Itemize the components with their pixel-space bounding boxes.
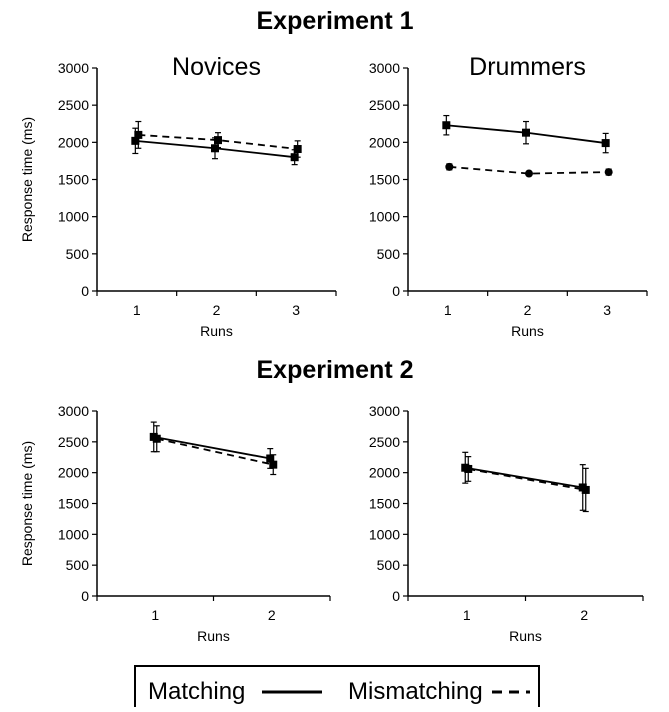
x-tick-label: 2 (580, 607, 588, 623)
y-tick-label: 2000 (58, 134, 89, 150)
data-point (581, 485, 590, 494)
y-tick-label: 1000 (58, 209, 89, 225)
x-axis-label: Runs (197, 628, 230, 644)
y-tick-label: 3000 (369, 60, 400, 76)
y-tick-label: 0 (392, 588, 400, 604)
data-point (266, 454, 275, 463)
experiment-2-title: Experiment 2 (256, 356, 413, 384)
series-line-mismatching (468, 468, 586, 491)
data-point (522, 128, 530, 137)
series-line-mismatching (156, 437, 274, 466)
y-tick-label: 1500 (58, 496, 89, 512)
data-point (445, 162, 454, 171)
y-axis-label: Response time (ms) (19, 441, 35, 566)
y-tick-label: 2500 (58, 434, 89, 450)
y-axis-label: Response time (ms) (19, 117, 35, 242)
y-tick-label: 2500 (58, 97, 89, 113)
data-point (293, 145, 302, 154)
y-tick-label: 2000 (58, 465, 89, 481)
chart-panel-novices: Novices 0 500 1000 1500 2000 2500 3000 1 2 3 Runs Re… (19, 53, 337, 339)
data-point (152, 434, 161, 443)
experiment-1-title: Experiment 1 (256, 7, 413, 35)
data-point (214, 136, 222, 145)
y-tick-label: 500 (66, 246, 90, 262)
series-line-matching (153, 436, 271, 460)
chart-panel-exp2-left: 0 500 1000 1500 2000 2500 3000 1 2 Runs Response t… (19, 403, 331, 644)
y-tick-label: 1000 (369, 526, 400, 542)
chart-panel-drummers: Drummers 0 500 1000 1500 2000 2500 3000 1 2 3 Runs (369, 53, 648, 339)
legend-label-matching: Matching (148, 678, 245, 705)
y-tick-label: 3000 (58, 60, 89, 76)
data-point (525, 169, 533, 178)
x-tick-label: 1 (133, 302, 141, 318)
data-point (442, 121, 451, 130)
series-line-mismatching (449, 165, 609, 175)
data-point (601, 139, 610, 148)
x-tick-label: 2 (213, 302, 221, 318)
x-axis-label: Runs (509, 628, 542, 644)
series-line-mismatching (138, 134, 298, 150)
y-tick-label: 2500 (369, 434, 400, 450)
x-tick-label: 2 (524, 302, 532, 318)
data-point (604, 168, 613, 177)
x-axis-label: Runs (511, 323, 544, 339)
legend-box (134, 665, 540, 712)
y-tick-label: 2000 (369, 134, 400, 150)
data-point (131, 136, 140, 145)
x-tick-label: 2 (268, 607, 276, 623)
legend: Matching Mismatching (134, 665, 540, 712)
y-tick-label: 1500 (369, 496, 400, 512)
panel-title: Novices (172, 53, 261, 81)
data-point (134, 130, 143, 139)
legend-label-mismatching: Mismatching (348, 678, 483, 705)
data-point (211, 144, 219, 153)
x-tick-label: 1 (444, 302, 452, 318)
y-tick-label: 500 (377, 557, 401, 573)
y-tick-label: 0 (81, 588, 89, 604)
y-tick-label: 1500 (58, 172, 89, 188)
y-tick-label: 0 (81, 283, 89, 299)
y-tick-label: 1000 (369, 209, 400, 225)
y-tick-label: 3000 (58, 403, 89, 419)
y-tick-label: 0 (392, 283, 400, 299)
y-tick-label: 2000 (369, 465, 400, 481)
data-point (464, 464, 473, 473)
y-tick-label: 3000 (369, 403, 400, 419)
x-tick-label: 1 (151, 607, 159, 623)
y-tick-label: 1500 (369, 172, 400, 188)
y-tick-label: 2500 (369, 97, 400, 113)
y-tick-label: 500 (377, 246, 401, 262)
panel-title: Drummers (469, 53, 586, 81)
x-tick-label: 3 (603, 302, 611, 318)
chart-panel-exp2-right: 0 500 1000 1500 2000 2500 3000 1 2 Runs (369, 403, 644, 644)
x-tick-label: 1 (463, 607, 471, 623)
y-tick-label: 1000 (58, 526, 89, 542)
x-tick-label: 3 (292, 302, 300, 318)
y-tick-label: 500 (66, 557, 90, 573)
data-point (269, 460, 278, 469)
x-axis-label: Runs (200, 323, 233, 339)
